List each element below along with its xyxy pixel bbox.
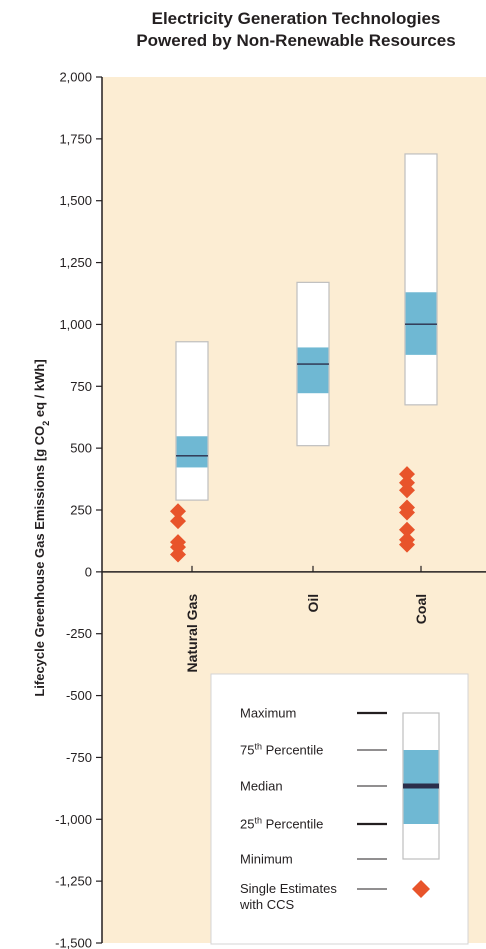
legend-label-75th-percentile: 75th Percentile — [240, 742, 323, 758]
iqr-box-oil — [298, 347, 329, 393]
iqr-box-natural-gas — [177, 436, 208, 467]
y-tick-label: -1,500 — [55, 936, 92, 949]
y-tick-label: 1,250 — [59, 255, 92, 270]
range-box-coal — [405, 154, 437, 405]
x-tick-label-natural-gas: Natural Gas — [184, 594, 200, 673]
y-tick-label: 0 — [85, 564, 92, 579]
y-tick-label: 750 — [70, 379, 92, 394]
range-box-natural-gas — [176, 342, 208, 500]
y-tick-label: 1,500 — [59, 193, 92, 208]
legend-label-median: Median — [240, 779, 283, 794]
y-axis-label: Lifecycle Greenhouse Gas Emissions [g CO… — [32, 359, 51, 696]
y-tick-label: -1,250 — [55, 874, 92, 889]
y-tick-label: 1,000 — [59, 317, 92, 332]
y-tick-label: -250 — [66, 626, 92, 641]
y-tick-label: -1,000 — [55, 812, 92, 827]
y-tick-label: 500 — [70, 441, 92, 456]
y-tick-label: 2,000 — [59, 70, 92, 85]
legend-label-maximum: Maximum — [240, 706, 296, 721]
y-axis-label-unit: eq / kWh] — [32, 359, 47, 420]
y-tick-label: -500 — [66, 688, 92, 703]
x-tick-label-oil: Oil — [305, 594, 321, 613]
legend-label-25th-percentile: 25th Percentile — [240, 816, 323, 832]
y-tick-label: 1,750 — [59, 131, 92, 146]
y-tick-label: 250 — [70, 503, 92, 518]
y-axis-label-text: Lifecycle Greenhouse Gas Emissions [g CO — [32, 426, 47, 697]
y-tick-label: -750 — [66, 750, 92, 765]
x-tick-label-coal: Coal — [413, 594, 429, 624]
legend-label-minimum: Minimum — [240, 852, 293, 867]
